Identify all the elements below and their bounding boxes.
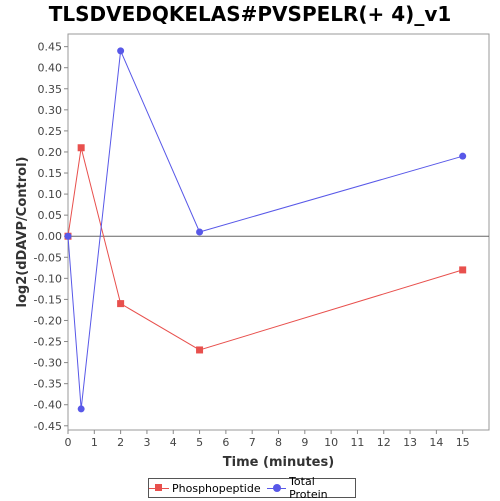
x-axis-label: Time (minutes): [223, 455, 334, 470]
data-point-phosphopeptide: [459, 266, 467, 274]
y-tick-label: 0.40: [38, 62, 63, 75]
x-tick-label: 4: [170, 436, 177, 449]
y-tick-label: -0.15: [34, 293, 62, 306]
legend-item-phosphopeptide: Phosphopeptide: [149, 482, 261, 495]
x-tick-label: 3: [143, 436, 150, 449]
data-point-phosphopeptide: [77, 144, 85, 152]
legend-item-total-protein: Total Protein: [266, 475, 355, 501]
legend-label-phosphopeptide: Phosphopeptide: [172, 481, 261, 495]
data-point-total-protein: [77, 405, 85, 413]
x-tick-label: 5: [196, 436, 203, 449]
y-tick-label: 0.15: [38, 167, 63, 180]
y-tick-label: 0.45: [38, 41, 63, 54]
y-tick-label: -0.35: [34, 378, 62, 391]
x-tick-label: 0: [65, 436, 72, 449]
y-tick-label: 0.10: [38, 188, 63, 201]
x-tick-label: 13: [403, 436, 417, 449]
chart-title: TLSDVEDQKELAS#PVSPELR(+ 4)_v1: [48, 2, 452, 26]
x-tick-label: 12: [377, 436, 391, 449]
data-point-total-protein: [196, 228, 204, 236]
legend-label-total-protein: Total Protein: [289, 475, 328, 501]
x-tick-label: 10: [324, 436, 338, 449]
y-tick-label: 0.20: [38, 146, 63, 159]
y-tick-label: -0.10: [34, 272, 62, 285]
x-tick-label: 6: [222, 436, 229, 449]
square-marker-icon: [149, 483, 169, 493]
circle-marker-icon: [266, 483, 287, 493]
data-point-total-protein: [459, 152, 467, 160]
x-tick-label: 11: [350, 436, 364, 449]
y-tick-label: -0.40: [34, 399, 62, 412]
x-tick-label: 15: [456, 436, 470, 449]
data-point-total-protein: [117, 47, 125, 55]
y-tick-label: -0.25: [34, 336, 62, 349]
x-tick-label: 9: [301, 436, 308, 449]
data-point-phosphopeptide: [117, 300, 125, 308]
y-tick-label: -0.05: [34, 251, 62, 264]
x-tick-label: 7: [249, 436, 256, 449]
legend: Phosphopeptide Total Protein: [148, 475, 356, 501]
y-tick-label: 0.35: [38, 83, 63, 96]
y-tick-label: -0.45: [34, 420, 62, 433]
x-tick-label: 14: [429, 436, 443, 449]
y-axis-label: log2(dDAVP/Control): [15, 157, 30, 308]
y-tick-label: -0.20: [34, 314, 62, 327]
data-point-phosphopeptide: [196, 346, 204, 354]
plot-frame: [67, 33, 490, 431]
y-tick-label: 0.05: [38, 209, 63, 222]
y-tick-label: -0.30: [34, 357, 62, 370]
x-tick-label: 1: [91, 436, 98, 449]
x-tick-label: 8: [275, 436, 282, 449]
y-tick-label: 0.25: [38, 125, 63, 138]
y-tick-label: 0.00: [38, 230, 63, 243]
data-point-total-protein: [64, 232, 72, 240]
y-tick-label: 0.30: [38, 104, 63, 117]
x-tick-label: 2: [117, 436, 124, 449]
